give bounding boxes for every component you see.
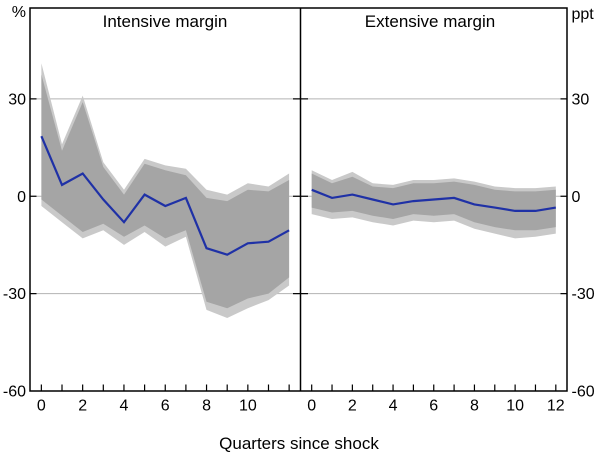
left-axis-unit-label: % bbox=[12, 4, 26, 21]
y-tick-label-left: -60 bbox=[3, 384, 26, 401]
series-lines-layer bbox=[40, 135, 556, 256]
x-tick-label: 2 bbox=[78, 398, 87, 415]
y-tick-label-right: -60 bbox=[572, 384, 595, 401]
x-tick-label: 10 bbox=[506, 398, 524, 415]
y-tick-label-right: 0 bbox=[572, 189, 581, 206]
x-tick-label: 10 bbox=[239, 398, 257, 415]
panel-title-extensive-margin: Extensive margin bbox=[365, 12, 495, 31]
x-tick-label: 4 bbox=[389, 398, 398, 415]
y-tick-label-right: 30 bbox=[572, 91, 590, 108]
axes-frame-layer bbox=[29, 7, 568, 392]
x-tick-label: 4 bbox=[119, 398, 128, 415]
x-axis-label: Quarters since shock bbox=[219, 434, 379, 453]
y-tick-label-left: 30 bbox=[8, 91, 26, 108]
x-tick-label: 2 bbox=[348, 398, 357, 415]
x-tick-label: 12 bbox=[547, 398, 565, 415]
confidence-bands-layer bbox=[41, 63, 556, 319]
inner-confidence-band bbox=[41, 74, 290, 309]
panel-title-intensive-margin: Intensive margin bbox=[103, 12, 228, 31]
y-tick-label-right: -30 bbox=[572, 286, 595, 303]
y-tick-label-left: 0 bbox=[17, 189, 26, 206]
x-tick-label: 6 bbox=[161, 398, 170, 415]
x-tick-label: 8 bbox=[470, 398, 479, 415]
y-tick-label-left: -30 bbox=[3, 286, 26, 303]
point-estimate-line bbox=[311, 188, 556, 212]
inner-confidence-band bbox=[311, 173, 556, 231]
point-estimate-line bbox=[40, 135, 290, 256]
x-tick-label: 0 bbox=[307, 398, 316, 415]
plot-frame bbox=[29, 7, 568, 392]
tick-marks-layer bbox=[30, 98, 567, 391]
x-tick-label: 6 bbox=[429, 398, 438, 415]
right-axis-unit-label: ppt bbox=[572, 6, 595, 23]
x-tick-label: 0 bbox=[37, 398, 46, 415]
tick-labels-layer: 0 2 4 6 8 10 0 2 4 6 8 10 12 30 30 0 0 -30 -30 -60 -60 bbox=[3, 91, 595, 414]
x-tick-label: 8 bbox=[202, 398, 211, 415]
